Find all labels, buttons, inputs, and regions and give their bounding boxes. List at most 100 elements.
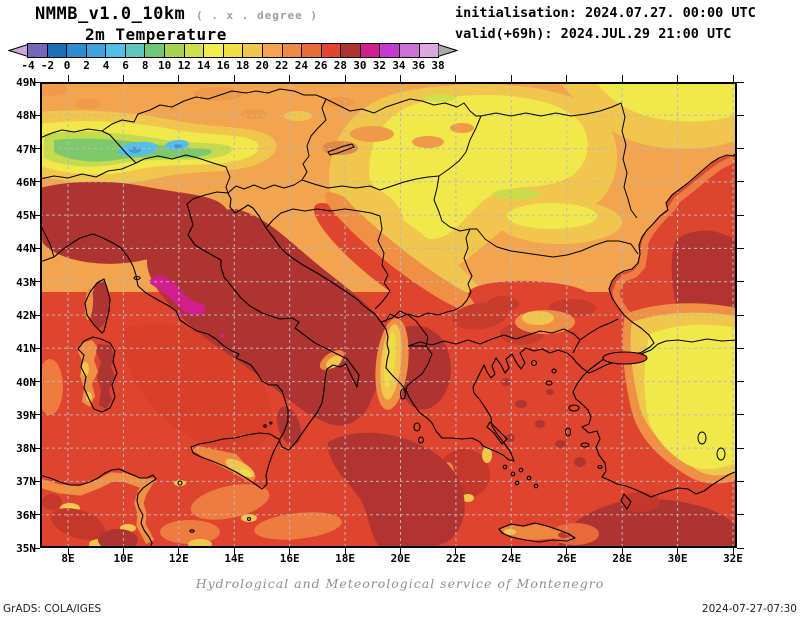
colorbar-segment [46, 44, 67, 57]
colorbar-segment [124, 44, 145, 57]
axis-tick-bottom [233, 548, 235, 555]
lon-label: 8E [61, 552, 75, 565]
lat-label: 47N [16, 142, 36, 156]
axis-tick-top [621, 75, 623, 82]
colorbar-right-arrow [438, 44, 458, 57]
colorbar-tick-label: 4 [102, 59, 110, 72]
axis-tick-left [33, 181, 40, 183]
axis-tick-bottom [732, 548, 734, 555]
lat-label: 40N [16, 375, 36, 389]
axis-tick-right [737, 181, 744, 183]
lat-label: 46N [16, 175, 36, 189]
variable-title: 2m Temperature [85, 25, 227, 44]
lat-label: 39N [16, 408, 36, 422]
colorbar-segment [281, 44, 302, 57]
colorbar-tick-label: 10 [158, 59, 172, 72]
colorbar-segment [379, 44, 399, 57]
axis-tick-right [737, 148, 744, 150]
axis-tick-left [33, 314, 40, 316]
colorbar-tick-label: 24 [294, 59, 308, 72]
lon-label: 14E [224, 552, 245, 565]
colorbar-segment [418, 44, 439, 57]
axis-tick-left [33, 247, 40, 249]
axis-tick-left [33, 114, 40, 116]
colorbar-segment [359, 44, 380, 57]
colorbar-segment [164, 44, 184, 57]
colorbar [27, 43, 439, 58]
axis-tick-left [33, 514, 40, 516]
axis-tick-right [737, 81, 744, 83]
colorbar-tick-label: 22 [275, 59, 289, 72]
coastlines [40, 152, 737, 548]
axis-tick-left [33, 214, 40, 216]
lon-label: 24E [501, 552, 522, 565]
model-title: NMMB_v1.0_10km [35, 4, 186, 24]
country-borders [40, 88, 639, 392]
lat-label: 37N [16, 475, 36, 489]
lat-label: 41N [16, 342, 36, 356]
axis-tick-bottom [621, 548, 623, 555]
colorbar-tick-label: 6 [122, 59, 129, 72]
axis-tick-top [455, 75, 457, 82]
lat-label: 36N [16, 508, 36, 522]
axis-tick-bottom [455, 548, 457, 555]
colorbar-segment [66, 44, 86, 57]
axis-tick-bottom [677, 548, 679, 555]
colorbar-tick-label: 0 [63, 59, 71, 72]
colorbar-segment [85, 44, 106, 57]
lon-label: 20E [390, 552, 411, 565]
lat-label: 38N [16, 442, 36, 456]
axis-tick-right [737, 514, 744, 516]
axis-tick-left [33, 414, 40, 416]
lon-label: 32E [723, 552, 743, 565]
axis-tick-bottom [566, 548, 568, 555]
axis-tick-right [737, 447, 744, 449]
colorbar-tick-label: 8 [141, 59, 149, 72]
axis-tick-bottom [400, 548, 401, 555]
lon-label: 28E [612, 552, 633, 565]
colorbar-tick-label: 16 [216, 59, 230, 72]
lat-label: 44N [16, 242, 36, 256]
grads-credit: GrADS: COLA/IGES [3, 603, 102, 615]
axis-tick-right [737, 480, 744, 482]
axis-tick-top [344, 75, 346, 82]
lon-label: 22E [445, 552, 466, 565]
axis-tick-left [33, 81, 40, 83]
temperature-map [40, 82, 737, 548]
axis-tick-bottom [178, 548, 180, 555]
colorbar-tick-label: 38 [431, 59, 445, 72]
colorbar-segment [301, 44, 321, 57]
lon-label: 18E [335, 552, 356, 565]
lat-label: 45N [16, 209, 36, 223]
colorbar-segment [242, 44, 262, 57]
axis-tick-top [400, 75, 401, 82]
axis-tick-top [67, 75, 69, 82]
axis-tick-bottom [289, 548, 291, 555]
colorbar-segment [340, 44, 360, 57]
axis-tick-left [33, 447, 40, 449]
lon-label: 30E [667, 552, 688, 565]
colorbar-segment [105, 44, 125, 57]
lat-label: 35N [16, 542, 36, 555]
lon-label: 10E [113, 552, 134, 565]
generation-timestamp: 2024-07-27-07:30 [701, 603, 797, 615]
axis-tick-bottom [510, 548, 512, 555]
colorbar-segment [261, 44, 282, 57]
colorbar-tick-label: 2 [83, 59, 90, 72]
axis-tick-left [33, 148, 40, 150]
axis-tick-top [122, 75, 124, 82]
temperature-field [40, 82, 737, 548]
colorbar-tick-label: 12 [177, 59, 191, 72]
axis-tick-top [233, 75, 235, 82]
axis-tick-left [33, 281, 40, 283]
colorbar-tick-label: -2 [40, 59, 55, 72]
axis-tick-left [33, 547, 40, 549]
lat-label: 48N [16, 109, 36, 123]
lat-label: 43N [16, 275, 36, 289]
axis-tick-right [737, 547, 744, 549]
axis-tick-left [33, 480, 40, 482]
colorbar-tick-label: 28 [333, 59, 347, 72]
colorbar-segment [320, 44, 341, 57]
initialisation-time: initialisation: 2024.07.27. 00:00 UTC [455, 5, 756, 21]
axis-tick-top [732, 75, 734, 82]
